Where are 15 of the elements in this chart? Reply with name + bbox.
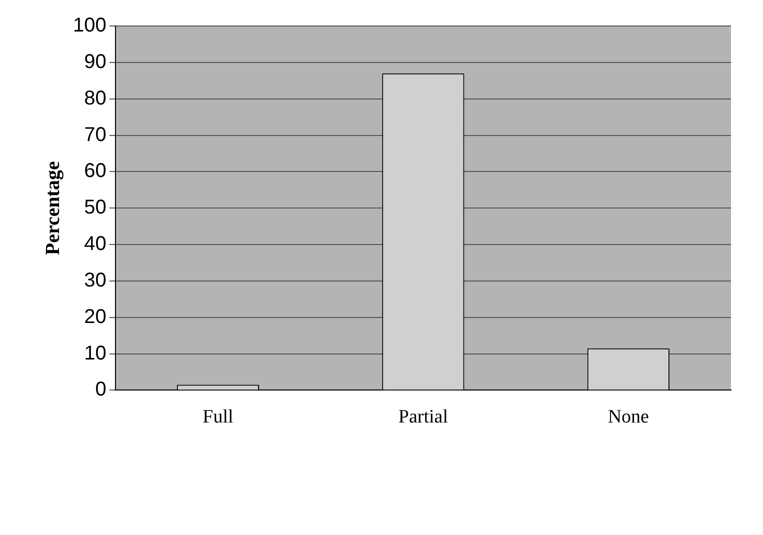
y-tick-label: 20 (84, 306, 106, 328)
y-tick-label: 10 (84, 342, 106, 364)
y-tick-label: 80 (84, 87, 106, 110)
y-tick-label: 40 (84, 233, 106, 256)
y-tick-label: 50 (84, 196, 106, 219)
y-tick-label: 70 (84, 124, 106, 146)
y-tick-label: 100 (72, 14, 106, 37)
y-tick-label: 0 (95, 378, 106, 401)
y-tick-label: 60 (84, 160, 106, 182)
x-tick-label: Full (202, 406, 234, 428)
y-tick-label: 90 (84, 50, 106, 73)
y-tick-label: 30 (84, 269, 106, 292)
x-tick-label: Partial (398, 406, 448, 428)
y-axis-title: Percentage (42, 160, 64, 256)
x-tick-label: None (608, 406, 649, 428)
